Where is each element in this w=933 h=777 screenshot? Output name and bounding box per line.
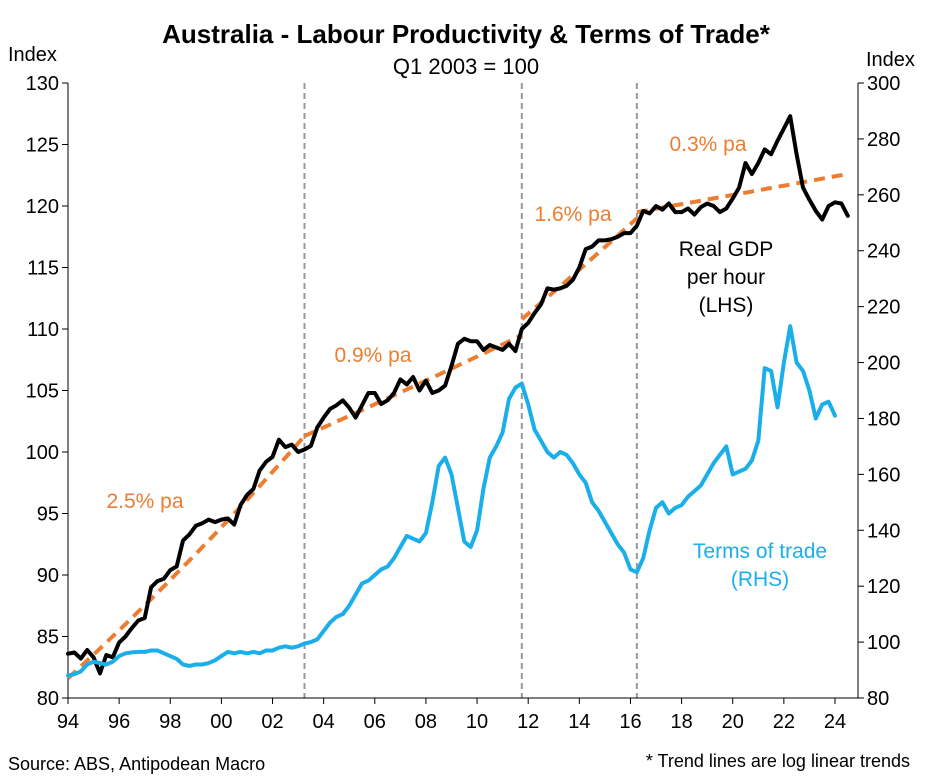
left-tick-label: 120 bbox=[26, 196, 59, 218]
right-tick-label: 100 bbox=[867, 632, 900, 654]
period-break-lines bbox=[303, 83, 638, 698]
x-tick-label: 08 bbox=[415, 711, 437, 733]
left-tick-label: 130 bbox=[26, 73, 59, 95]
x-tick-label: 02 bbox=[261, 711, 283, 733]
left-tick-label: 85 bbox=[37, 627, 59, 649]
chart-subtitle: Q1 2003 = 100 bbox=[393, 54, 539, 79]
trend-rate-label: 1.6% pa bbox=[534, 203, 611, 226]
trend-rate-label: 0.3% pa bbox=[669, 133, 746, 156]
gdp-series-label: Real GDP bbox=[679, 238, 774, 261]
left-tick-label: 95 bbox=[37, 504, 59, 526]
right-tick-label: 180 bbox=[867, 408, 900, 430]
tot-series-label: Terms of trade bbox=[693, 540, 827, 563]
right-tick-label: 160 bbox=[867, 464, 900, 486]
trend-line bbox=[66, 434, 307, 680]
footnote: * Trend lines are log linear trends bbox=[646, 751, 910, 771]
right-axis-title: Index bbox=[866, 49, 915, 71]
gdp-per-hour-line bbox=[66, 114, 850, 676]
left-axis-title: Index bbox=[8, 44, 57, 66]
x-tick-label: 04 bbox=[313, 711, 335, 733]
tot-series-label: (RHS) bbox=[731, 568, 789, 591]
trend-rate-label: 0.9% pa bbox=[334, 344, 411, 367]
right-tick-label: 80 bbox=[867, 688, 889, 710]
right-tick-label: 200 bbox=[867, 353, 900, 375]
x-tick-label: 24 bbox=[824, 711, 846, 733]
x-tick-label: 14 bbox=[568, 711, 590, 733]
right-tick-label: 240 bbox=[867, 241, 900, 263]
left-tick-label: 100 bbox=[26, 442, 59, 464]
left-tick-label: 80 bbox=[37, 688, 59, 710]
right-tick-label: 280 bbox=[867, 129, 900, 151]
x-tick-label: 18 bbox=[670, 711, 692, 733]
right-tick-label: 260 bbox=[867, 185, 900, 207]
left-tick-label: 90 bbox=[37, 565, 59, 587]
chart-title: Australia - Labour Productivity & Terms … bbox=[162, 19, 771, 49]
tick-labels: 8085909510010511011512012513080100120140… bbox=[26, 73, 901, 733]
trend-line bbox=[303, 333, 523, 438]
right-tick-label: 120 bbox=[867, 576, 900, 598]
source-note: Source: ABS, Antipodean Macro bbox=[8, 754, 265, 774]
series-lines bbox=[66, 114, 850, 678]
annotation-labels: 2.5% pa 0.9% pa 1.6% pa 0.3% pa Real GDP per … bbox=[106, 133, 827, 591]
x-tick-label: 96 bbox=[108, 711, 130, 733]
x-tick-label: 94 bbox=[57, 711, 79, 733]
x-tick-label: 22 bbox=[773, 711, 795, 733]
right-tick-label: 300 bbox=[867, 73, 900, 95]
gdp-series-label: (LHS) bbox=[699, 294, 754, 317]
x-tick-label: 10 bbox=[466, 711, 488, 733]
left-tick-label: 125 bbox=[26, 135, 59, 157]
right-tick-label: 140 bbox=[867, 520, 900, 542]
trend-rate-label: 2.5% pa bbox=[106, 490, 183, 513]
left-tick-label: 105 bbox=[26, 381, 59, 403]
right-tick-label: 220 bbox=[867, 297, 900, 319]
left-tick-label: 110 bbox=[27, 319, 59, 341]
x-tick-label: 20 bbox=[722, 711, 744, 733]
x-tick-label: 98 bbox=[159, 711, 181, 733]
x-tick-label: 00 bbox=[210, 711, 232, 733]
terms-of-trade-line bbox=[66, 324, 837, 678]
axes bbox=[67, 83, 859, 699]
left-tick-label: 115 bbox=[27, 258, 59, 280]
x-tick-label: 06 bbox=[364, 711, 386, 733]
gdp-series-label: per hour bbox=[687, 266, 765, 289]
x-tick-label: 12 bbox=[517, 711, 539, 733]
x-tick-label: 16 bbox=[619, 711, 641, 733]
